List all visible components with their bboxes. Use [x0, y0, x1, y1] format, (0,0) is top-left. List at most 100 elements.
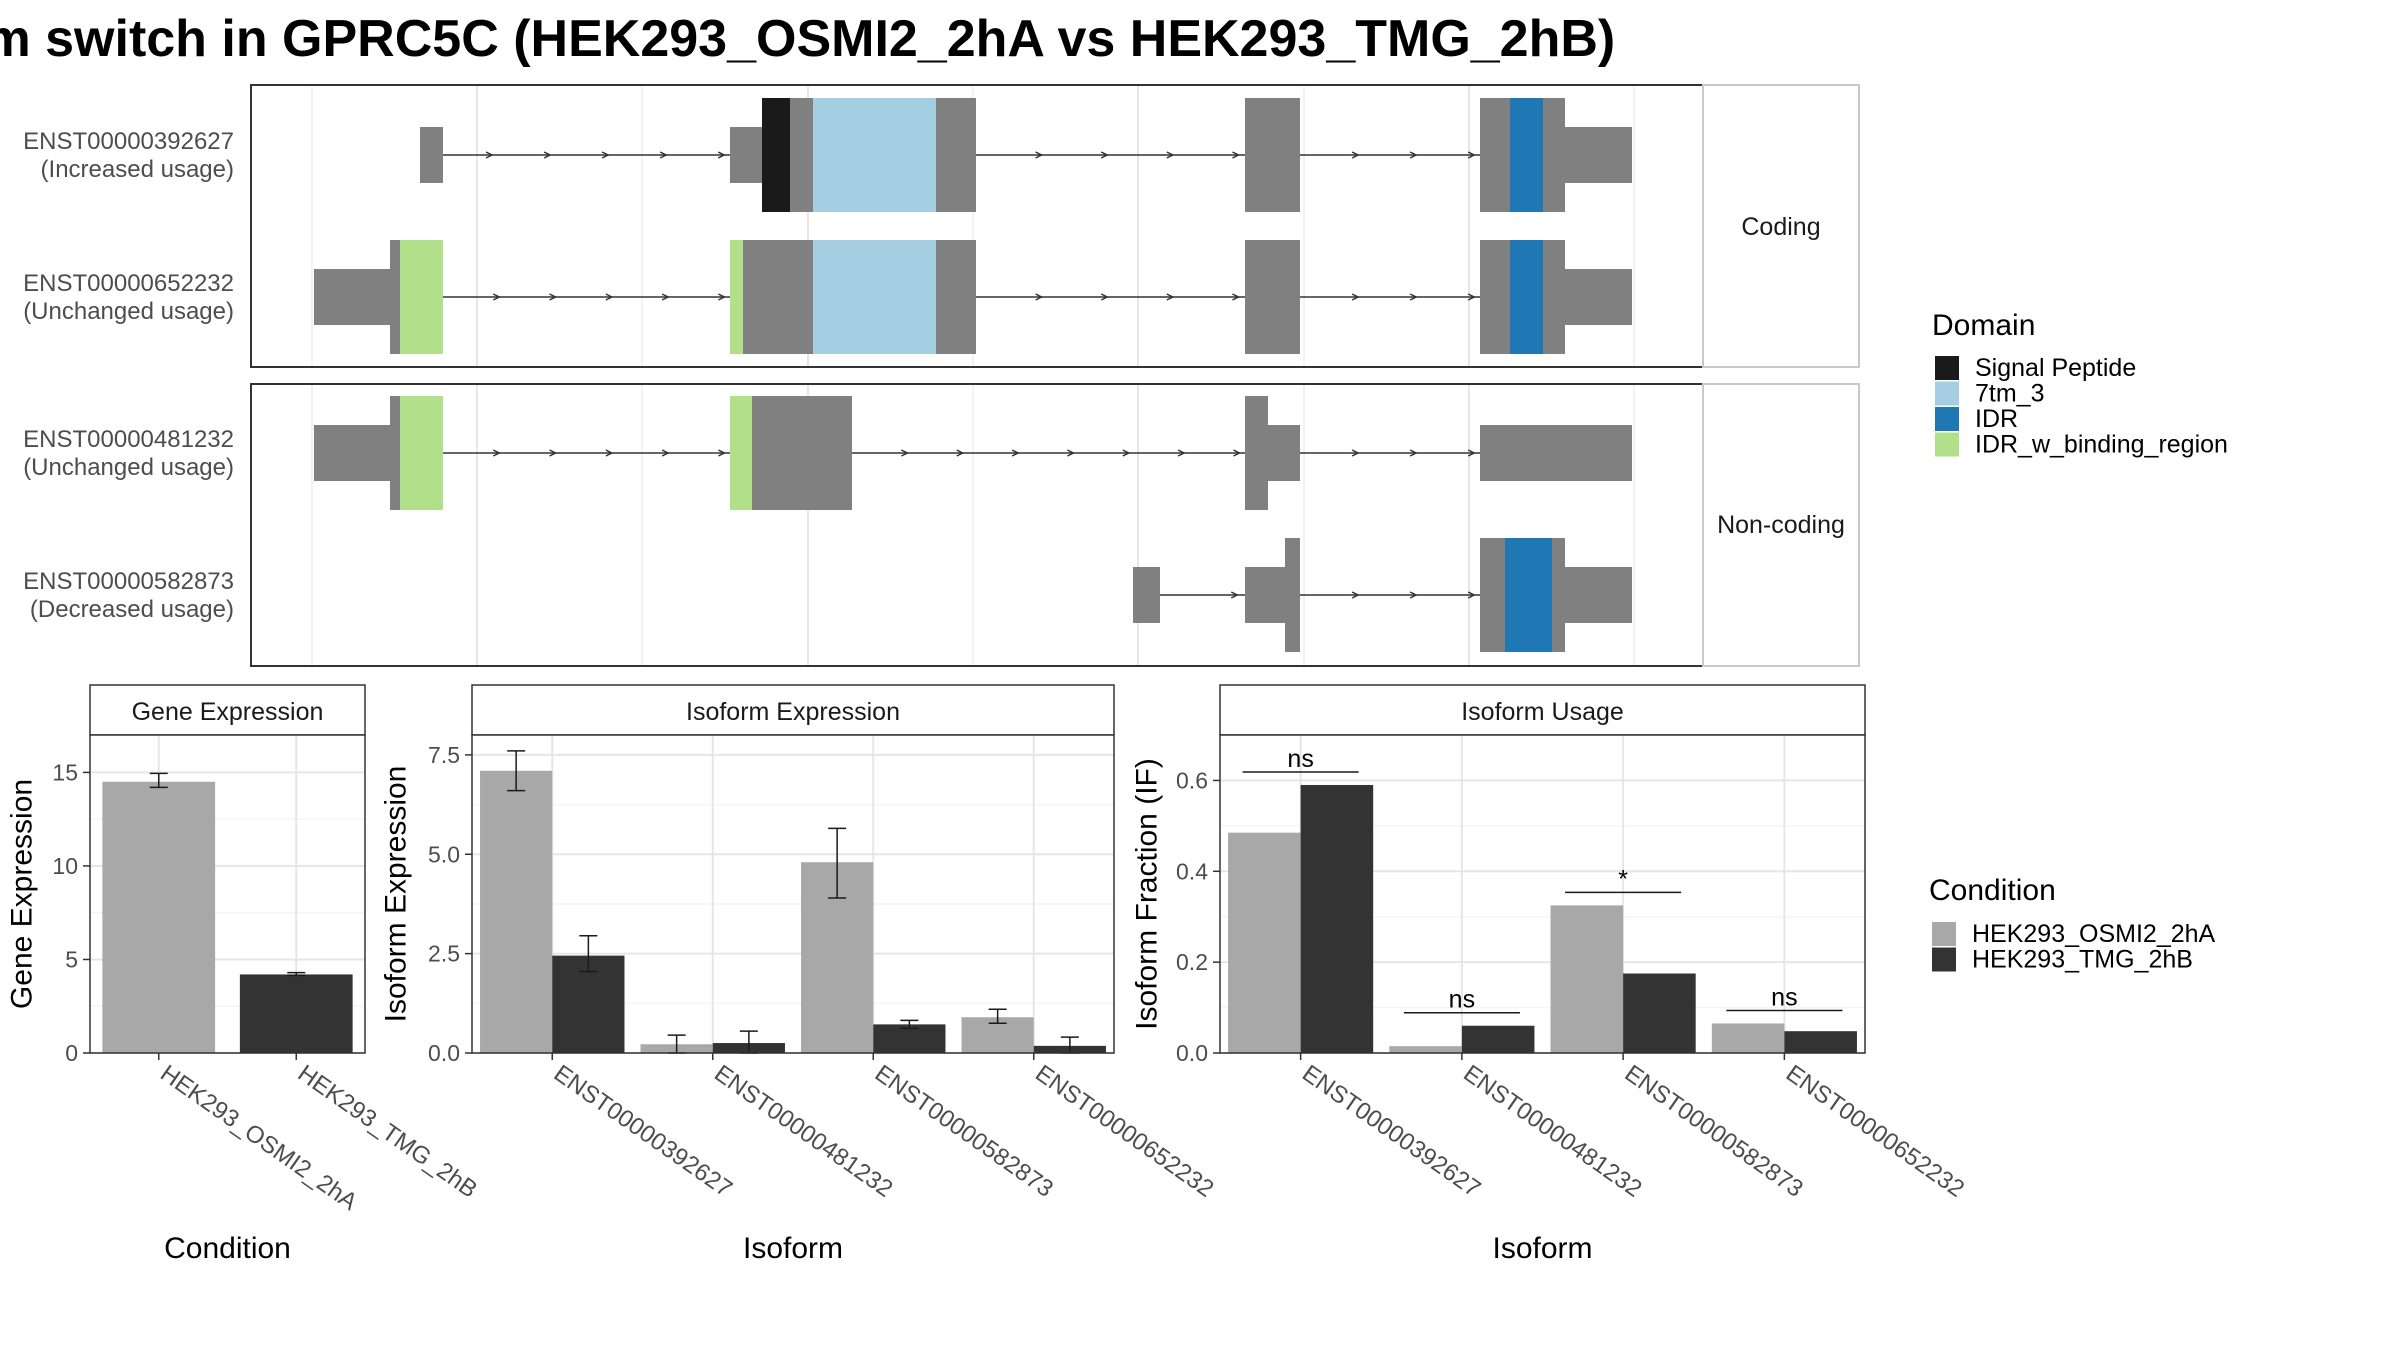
y-tick-label: 2.5 — [428, 941, 460, 967]
chart-isoform-usage: Isoform Usage ns ns * ns 0.0 0.2 0.4 0.6 ENST0000… — [1131, 684, 1969, 1265]
intron-arrow — [549, 293, 558, 301]
domain-block — [400, 396, 443, 510]
bar — [480, 770, 553, 1053]
legend-key-idr-w-binding-region — [1935, 432, 1959, 457]
legend-key-signal-peptide — [1935, 356, 1959, 380]
exon-block — [1245, 396, 1268, 510]
transcript-model-ENST00000652232 — [314, 240, 1632, 354]
chart-border — [89, 734, 366, 1054]
intron-arrow — [549, 449, 558, 457]
expression-charts: Gene Expression051015HEK293_OSMI2_2hAHEK… — [6, 684, 1969, 1265]
intron-arrow — [1122, 449, 1131, 457]
chart-border — [1219, 734, 1866, 1054]
facet-label-non-coding: Non-coding — [1717, 511, 1845, 539]
intron-arrow — [661, 293, 670, 301]
exon-block — [790, 98, 813, 212]
exon-block — [1133, 567, 1160, 623]
intron-arrow — [1035, 293, 1044, 301]
intron-arrow — [1177, 449, 1186, 457]
error-bar — [287, 971, 306, 977]
transcript-shapes — [314, 98, 1632, 652]
domain-block — [730, 240, 743, 354]
intron-arrow — [601, 151, 610, 159]
bar — [1784, 1031, 1857, 1053]
legend-key-condition — [1932, 922, 1956, 946]
intron-arrow — [485, 151, 494, 159]
intron-arrow — [1409, 591, 1418, 599]
intron-arrow — [1467, 449, 1476, 457]
y-tick-label: 5.0 — [428, 841, 460, 867]
intron-arrow — [1467, 591, 1476, 599]
exon-block — [1268, 425, 1300, 481]
exon-block — [1543, 98, 1565, 212]
exon-block — [1245, 567, 1285, 623]
x-axis-title: Condition — [164, 1232, 291, 1265]
intron-arrow — [543, 151, 552, 159]
intron-arrow — [1100, 151, 1109, 159]
transcript-id-label: ENST00000582873 — [23, 568, 234, 595]
x-tick-label: ENST00000392627 — [1297, 1060, 1485, 1203]
intron-arrow — [1166, 151, 1175, 159]
exon-block — [743, 240, 813, 354]
chart-isoform-expression: Isoform Expression0.02.55.07.5ENST000003… — [380, 684, 1219, 1265]
error-bar — [149, 772, 168, 789]
y-tick-label: 15 — [52, 759, 78, 785]
facet-panel-coding — [250, 84, 1704, 368]
error-bar — [900, 1019, 919, 1030]
error-bar — [579, 934, 598, 973]
domain-legend-title: Domain — [1932, 309, 2035, 342]
intron-arrow — [956, 449, 965, 457]
transcript-usage-label: (Decreased usage) — [30, 596, 234, 623]
y-tick-label: 0.2 — [1176, 949, 1208, 975]
y-axis-title: Gene Expression — [6, 779, 39, 1009]
bar — [1461, 1025, 1535, 1053]
transcript-id-label: ENST00000481232 — [23, 426, 234, 453]
chart-strip — [471, 684, 1115, 736]
intron-arrow — [1351, 293, 1360, 301]
exon-block — [390, 240, 400, 354]
bar — [102, 781, 216, 1053]
exon-block — [1480, 240, 1510, 354]
intron-arrow — [901, 449, 910, 457]
bar — [1623, 973, 1696, 1053]
domain-block — [813, 98, 936, 212]
intron-arrow — [1035, 151, 1044, 159]
intron-arrow — [1467, 293, 1476, 301]
bar — [873, 1024, 946, 1053]
exon-block — [314, 269, 390, 325]
exon-block — [1245, 98, 1300, 212]
intron-arrow — [605, 449, 614, 457]
transcript-usage-label: (Increased usage) — [41, 156, 234, 183]
x-tick-label: ENST00000652232 — [1781, 1060, 1969, 1203]
y-axis-title: Isoform Fraction (IF) — [1131, 758, 1164, 1030]
exon-block — [1285, 538, 1300, 652]
exon-block — [1565, 127, 1632, 183]
domain-block — [762, 98, 790, 212]
legend-label: IDR — [1975, 405, 2018, 433]
significance-label: ns — [1771, 983, 1797, 1011]
y-tick-label: 5 — [65, 946, 78, 972]
domain-block — [400, 240, 443, 354]
y-tick-label: 0.0 — [1176, 1040, 1208, 1066]
y-axis-title: Isoform Expression — [380, 766, 413, 1023]
intron-arrow — [1232, 293, 1241, 301]
legend-label: 7tm_3 — [1975, 380, 2044, 408]
intron-arrow — [1166, 293, 1175, 301]
y-tick-label: 10 — [52, 853, 78, 879]
intron-arrow — [1409, 449, 1418, 457]
x-axis-title: Isoform — [1492, 1232, 1592, 1265]
exon-block — [1480, 538, 1505, 652]
exon-block — [1565, 269, 1632, 325]
intron-arrow — [718, 449, 727, 457]
domain-block — [1510, 98, 1543, 212]
significance-label: ns — [1287, 745, 1313, 773]
legend-label: HEK293_TMG_2hB — [1972, 946, 2193, 974]
bar — [1550, 905, 1624, 1053]
transcript-id-label: ENST00000652232 — [23, 270, 234, 297]
bar — [1300, 784, 1374, 1053]
facet-label-coding: Coding — [1741, 213, 1820, 241]
chart-title: Gene Expression — [132, 698, 324, 726]
legend-label: IDR_w_binding_region — [1975, 431, 2228, 459]
intron-arrow — [717, 151, 726, 159]
